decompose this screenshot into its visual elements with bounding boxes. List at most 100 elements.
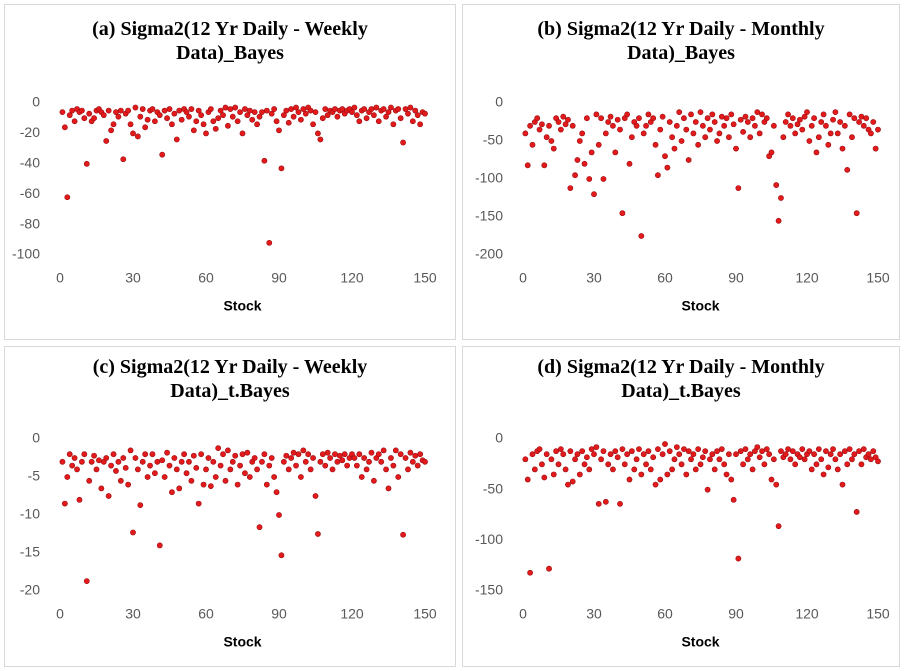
point <box>395 106 402 112</box>
x-tick-label: 150 <box>866 606 890 622</box>
point <box>59 109 66 116</box>
point <box>676 109 683 116</box>
chart: -150 -100 -50 0 0 30 60 90 120 150 Stock <box>475 430 890 650</box>
point <box>844 461 851 468</box>
point <box>173 466 180 473</box>
point <box>681 115 687 122</box>
point <box>657 476 664 483</box>
point <box>645 448 652 455</box>
point <box>263 481 270 488</box>
point <box>562 121 569 128</box>
y-tick-label: 0 <box>32 430 40 446</box>
point <box>574 451 581 458</box>
point <box>312 493 319 499</box>
point <box>91 452 97 459</box>
point <box>375 118 382 125</box>
point <box>699 122 706 129</box>
point <box>702 448 709 455</box>
point <box>541 474 548 481</box>
point <box>334 458 341 465</box>
y-tick-label: -150 <box>475 582 503 598</box>
point <box>417 451 424 458</box>
point <box>414 112 421 119</box>
point <box>683 471 690 478</box>
point <box>752 122 758 129</box>
point <box>261 451 268 458</box>
x-tick-label: 30 <box>125 606 141 622</box>
point <box>643 461 649 468</box>
point <box>353 462 360 469</box>
point <box>161 474 168 480</box>
point <box>808 122 815 129</box>
point <box>759 448 765 455</box>
point <box>685 448 692 455</box>
point <box>539 461 545 468</box>
point <box>176 107 183 114</box>
point <box>818 119 825 125</box>
point <box>749 115 756 122</box>
point <box>546 122 552 129</box>
point <box>151 470 158 477</box>
point <box>643 122 649 129</box>
point <box>300 447 307 454</box>
point <box>166 106 173 112</box>
point <box>652 481 659 488</box>
point <box>361 455 368 461</box>
point <box>633 122 640 129</box>
point <box>605 119 612 125</box>
point <box>846 446 853 453</box>
point <box>358 474 365 480</box>
point <box>792 130 799 137</box>
x-tick-label: 60 <box>198 606 214 622</box>
point <box>200 121 207 128</box>
point <box>159 457 166 464</box>
point <box>870 119 877 125</box>
point <box>322 462 329 469</box>
point <box>105 493 112 499</box>
point <box>662 153 668 160</box>
point <box>522 456 529 463</box>
point <box>397 115 404 122</box>
point <box>307 466 314 473</box>
point <box>134 133 141 140</box>
x-tick-label: 150 <box>413 270 437 286</box>
point <box>787 456 794 463</box>
point <box>268 110 275 117</box>
point <box>548 138 555 144</box>
point <box>132 104 139 111</box>
point <box>390 462 397 469</box>
point <box>351 104 358 111</box>
point <box>105 107 112 114</box>
x-tick-label: 90 <box>728 270 744 286</box>
point <box>120 455 127 461</box>
point <box>546 565 552 572</box>
x-tick-label: 0 <box>56 270 64 286</box>
point <box>368 106 375 112</box>
point <box>763 446 770 453</box>
point <box>664 471 671 478</box>
y-tick-label: -15 <box>20 544 40 560</box>
point <box>579 130 586 137</box>
point <box>193 464 200 471</box>
point <box>169 121 175 128</box>
point <box>64 194 71 201</box>
point <box>789 448 796 455</box>
y-tick-label: 0 <box>32 94 40 110</box>
point <box>332 451 338 458</box>
point <box>356 118 363 125</box>
point <box>725 451 732 458</box>
point <box>837 119 844 125</box>
point <box>361 106 368 112</box>
point <box>86 477 93 484</box>
point <box>395 474 402 480</box>
point <box>860 446 867 453</box>
point <box>108 462 114 469</box>
point <box>595 500 602 507</box>
point <box>598 456 604 463</box>
y-tick-label: -5 <box>28 468 41 484</box>
x-tick-label: 150 <box>866 270 890 286</box>
point <box>759 111 765 118</box>
point <box>576 471 583 478</box>
point <box>704 115 711 122</box>
point <box>351 455 358 461</box>
